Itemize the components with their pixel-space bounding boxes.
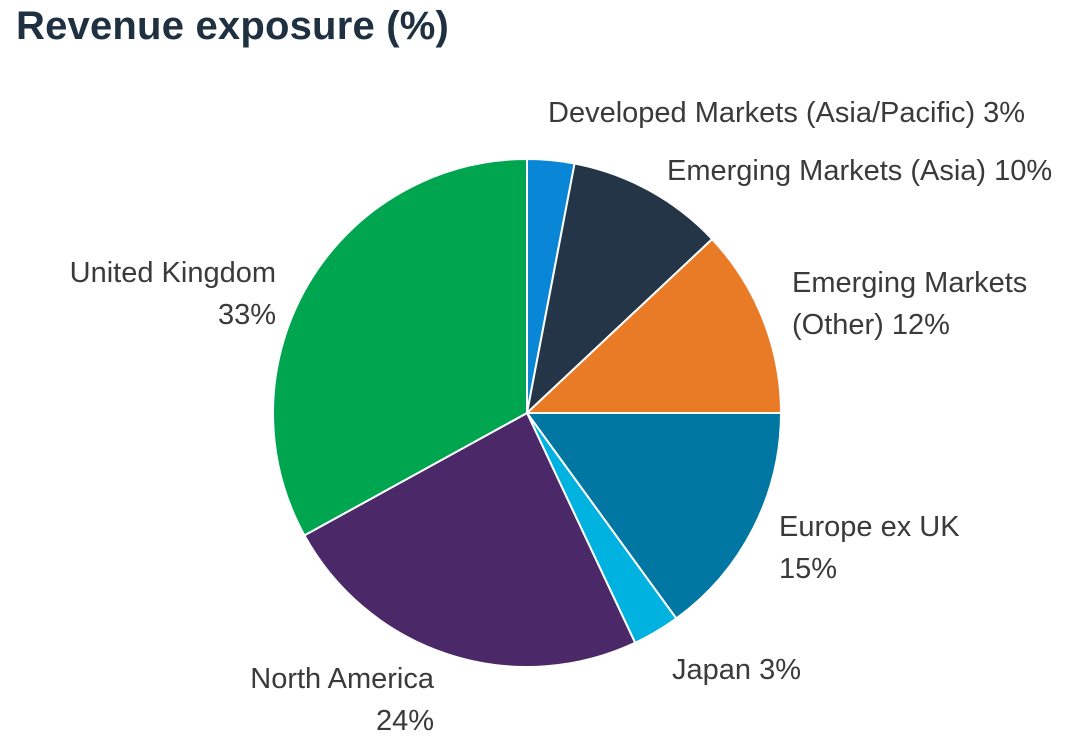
label-united-kingdom-value: 33%: [217, 299, 276, 331]
label-developed-markets-asia-pacific: Developed Markets (Asia/Pacific) 3%: [548, 97, 1026, 129]
label-europe-ex-uk: Europe ex UK 15%: [779, 506, 960, 590]
pie-slice-north-america: [303, 412, 637, 668]
label-united-kingdom: United Kingdom 33%: [40, 252, 276, 336]
label-europe-ex-uk-name: Europe ex UK: [779, 511, 960, 543]
chart-title: Revenue exposure (%): [16, 4, 450, 48]
label-emerging-markets-other-name: Emerging Markets: [792, 267, 1028, 299]
label-emerging-markets-asia: Emerging Markets (Asia) 10%: [667, 155, 1053, 187]
label-united-kingdom-name: United Kingdom: [69, 257, 276, 289]
pie-slice-united-kingdom: [272, 158, 528, 537]
pie-slice-europe-ex-uk: [526, 412, 782, 620]
label-north-america-name: North America: [250, 663, 434, 695]
label-emerging-markets-other-value: (Other) 12%: [792, 309, 950, 341]
label-europe-ex-uk-value: 15%: [779, 553, 838, 585]
pie-slices: [272, 158, 782, 668]
label-north-america: North America 24%: [232, 658, 434, 742]
label-north-america-value: 24%: [375, 705, 434, 737]
pie-slice-emerging-markets-other: [526, 238, 782, 414]
pie-slice-emerging-markets-asia: [526, 162, 714, 414]
label-japan: Japan 3%: [672, 654, 801, 686]
label-emerging-markets-other: Emerging Markets (Other) 12%: [792, 262, 1027, 346]
